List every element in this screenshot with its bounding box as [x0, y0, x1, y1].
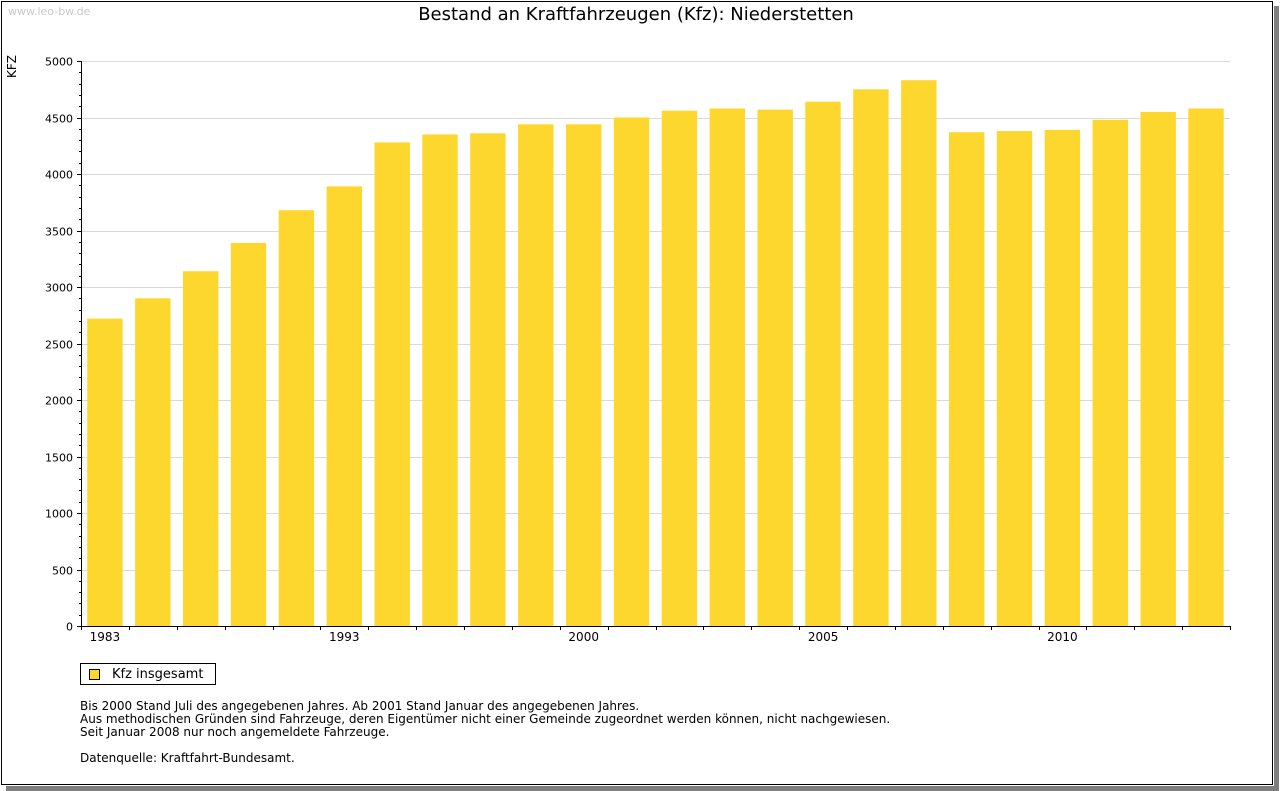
bar [757, 109, 793, 627]
bar [661, 110, 698, 626]
chart-title: Bestand an Kraftfahrzeugen (Kfz): Nieder… [418, 4, 854, 25]
bar [805, 101, 841, 626]
bar [87, 318, 123, 626]
legend: Kfz insgesamt [80, 663, 216, 685]
watermark: www.leo-bw.de [8, 5, 91, 18]
x-tick-label: 1983 [90, 630, 121, 644]
footnotes: Bis 2000 Stand Juli des angegebenen Jahr… [80, 700, 890, 765]
bar [135, 298, 171, 626]
footnote-2: Aus methodischen Gründen sind Fahrzeuge,… [80, 712, 891, 726]
y-tick-label: 1500 [45, 452, 73, 465]
bar [183, 271, 219, 626]
bar-chart: 0 500 1000 1500 2000 2500 3000 3500 4000 4500 5000… [45, 56, 1231, 644]
y-tick-label: 1000 [45, 508, 73, 521]
bar [326, 186, 362, 626]
bar [278, 210, 315, 626]
x-tick-label: 2000 [568, 630, 599, 644]
bar [1092, 119, 1128, 627]
bar [853, 89, 889, 627]
y-tick-label: 2500 [45, 339, 73, 352]
legend-swatch [89, 668, 100, 680]
x-tick-label: 1993 [329, 630, 360, 644]
bar [1140, 111, 1176, 626]
y-tick-label: 500 [52, 565, 73, 578]
y-tick-label: 3500 [45, 226, 73, 239]
footnote-1: Bis 2000 Stand Juli des angegebenen Jahr… [80, 699, 640, 713]
y-tick-label: 0 [66, 621, 73, 634]
data-source: Datenquelle: Kraftfahrt-Bundesamt. [80, 751, 295, 765]
bar [901, 80, 937, 626]
footnote-3: Seit Januar 2008 nur noch angemeldete Fa… [80, 725, 390, 739]
y-tick-label: 2000 [45, 395, 73, 408]
bar [518, 124, 554, 627]
bar [422, 134, 458, 626]
frame-shadow-bottom [6, 786, 1279, 791]
bar [1044, 129, 1081, 626]
bar [1188, 108, 1224, 626]
bar [613, 117, 650, 626]
bar [374, 142, 410, 626]
bar [996, 131, 1033, 626]
y-tick-label: 4000 [45, 169, 73, 182]
bar [949, 132, 985, 626]
bar [470, 133, 506, 627]
bar [709, 108, 745, 626]
y-tick-label: 3000 [45, 282, 73, 295]
y-tick-label: 4500 [45, 113, 73, 126]
bar [230, 242, 267, 626]
legend-label: Kfz insgesamt [112, 666, 204, 682]
frame-shadow-right [1274, 6, 1279, 790]
x-tick-label: 2005 [808, 630, 839, 644]
bar [566, 124, 602, 627]
y-tick-label: 5000 [45, 56, 73, 69]
x-tick-label: 2010 [1047, 630, 1078, 644]
